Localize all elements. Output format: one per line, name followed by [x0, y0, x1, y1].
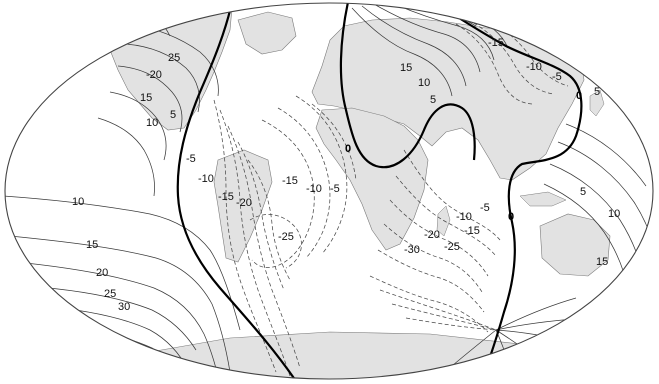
contour-label: -5 [552, 71, 562, 83]
contour-label: 5 [170, 109, 176, 121]
contour-label: -10 [526, 61, 542, 73]
contour-label: 0 [576, 90, 582, 102]
contour-label: -25 [444, 241, 460, 253]
contour-label: 25 [168, 52, 180, 64]
contour-label: -15 [488, 37, 504, 49]
contours-west-negative [213, 99, 301, 377]
japan-land [589, 89, 605, 117]
contour-labels: -20 25 15 10 5 -5 -10 -15 -20 10 15 20 2… [72, 37, 620, 313]
contour-label: 10 [418, 77, 430, 89]
contour-label: 25 [104, 288, 116, 300]
contour-label: -15 [218, 191, 234, 203]
contour-label: -20 [424, 229, 440, 241]
contour-label: 10 [608, 208, 620, 220]
contour-label: 10 [146, 117, 158, 129]
contour-label: 30 [118, 301, 130, 313]
australia-land [539, 213, 611, 277]
zero-contour-eurasia [339, 3, 476, 169]
contour-label: -15 [464, 225, 480, 237]
contour-label: -5 [186, 153, 196, 165]
south-america-land [213, 149, 273, 263]
contours-indian-ocean [369, 149, 501, 333]
contour-label: 5 [594, 86, 600, 98]
madagascar-land [436, 205, 451, 237]
contour-label: -25 [278, 231, 294, 243]
contour-label: -10 [198, 173, 214, 185]
contour-label: -10 [456, 211, 472, 223]
contour-label: 0 [508, 211, 514, 223]
map-border [4, 2, 654, 380]
contour-label: -5 [330, 183, 340, 195]
africa-land [315, 107, 429, 251]
new-zealand-land [618, 269, 633, 297]
contours-northwest [97, 5, 219, 197]
antarctica-land [129, 331, 621, 379]
contour-label: -20 [236, 197, 252, 209]
contour-label: 20 [96, 267, 108, 279]
contour-label: 15 [140, 92, 152, 104]
greenland-land [237, 11, 297, 55]
contour-label: -15 [282, 175, 298, 187]
contour-label: -30 [404, 244, 420, 256]
contour-label: -10 [306, 183, 322, 195]
contour-label: 5 [430, 94, 436, 106]
contour-label: 15 [400, 62, 412, 74]
contour-label: 15 [596, 256, 608, 268]
indonesia-land [519, 191, 567, 207]
contour-label: -20 [146, 69, 162, 81]
contour-label: 0 [345, 143, 351, 155]
zero-contour-west [176, 3, 299, 379]
contour-label: 15 [86, 239, 98, 251]
contour-label: 5 [580, 186, 586, 198]
zero-contour-east [439, 5, 583, 379]
contours-atlantic [249, 95, 357, 269]
contour-label: -5 [480, 202, 490, 214]
contour-label: 10 [72, 196, 84, 208]
